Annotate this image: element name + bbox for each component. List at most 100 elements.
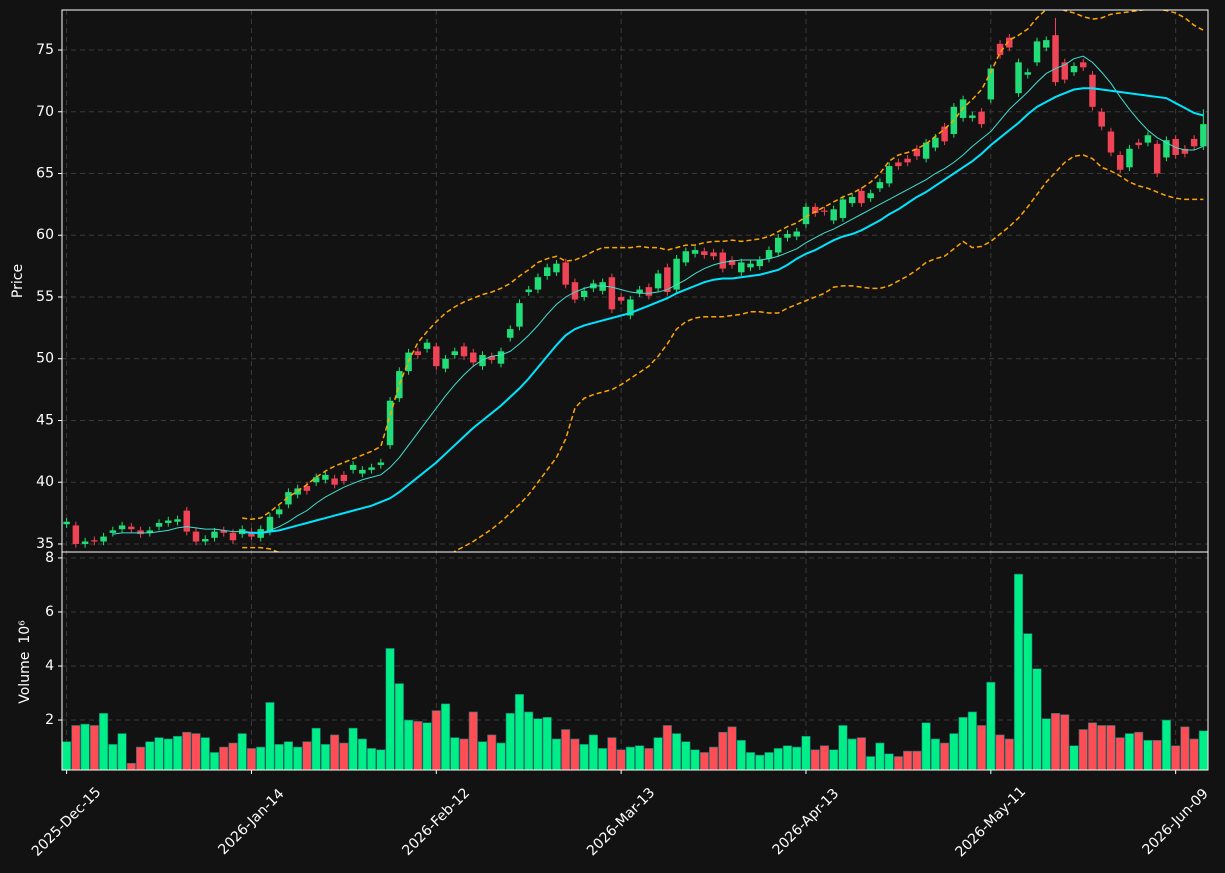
volume-bar <box>89 725 99 770</box>
volume-bar <box>681 741 691 770</box>
volume-bar <box>293 746 303 770</box>
volume-bar <box>949 733 959 770</box>
candle-body <box>1181 148 1189 154</box>
candle-body <box>941 126 948 142</box>
y-tick-label: 70 <box>36 104 54 120</box>
y-tick-label: 75 <box>36 42 54 58</box>
candle-body <box>543 267 551 276</box>
candle-body <box>617 296 625 301</box>
y-tick-label: 45 <box>36 412 54 428</box>
candle-body <box>922 142 930 159</box>
volume-bar <box>228 742 238 770</box>
volume-bar <box>80 723 90 770</box>
volume-bar <box>1143 739 1153 770</box>
volume-bar <box>875 742 885 770</box>
volume-bar <box>792 746 802 770</box>
candle-body <box>479 355 486 367</box>
volume-bar <box>302 741 312 770</box>
candle-body <box>211 531 218 538</box>
volume-bar <box>570 738 580 770</box>
volume-bar <box>154 737 164 770</box>
volume-bar <box>718 731 728 770</box>
volume-bar <box>265 702 275 770</box>
volume-bar <box>237 733 247 770</box>
volume-bar <box>727 726 737 770</box>
volume-bar <box>367 748 377 770</box>
candle-body <box>562 262 569 285</box>
candle-body <box>673 258 680 290</box>
volume-bar <box>496 742 506 770</box>
candle-body <box>266 516 274 532</box>
candle-body <box>599 282 606 291</box>
volume-bar <box>126 762 136 770</box>
y-tick-label: 35 <box>36 536 54 552</box>
price-frame <box>61 9 1209 553</box>
volume-bar <box>524 711 534 770</box>
volume-bar <box>1087 722 1098 770</box>
volume-bar <box>1134 731 1144 770</box>
candle-body <box>470 352 477 363</box>
candle-body <box>248 531 255 537</box>
candle-body <box>229 532 237 541</box>
volume-bar <box>283 741 293 770</box>
candle-body <box>192 531 200 542</box>
overlay-line <box>242 87 1204 534</box>
volume-bar <box>311 727 321 770</box>
candle-body <box>118 525 126 530</box>
candle-body <box>359 469 366 474</box>
volume-bar <box>588 734 598 770</box>
volume-bar <box>320 744 330 770</box>
volume-bar <box>755 754 765 770</box>
candle-body <box>442 358 449 369</box>
volume-bar <box>644 748 654 770</box>
candle-body <box>137 530 144 535</box>
volume-bar <box>1115 737 1125 770</box>
candle-body <box>701 251 708 256</box>
candle-body <box>165 520 172 523</box>
candle-body <box>1089 74 1096 107</box>
candle-body <box>1200 124 1207 147</box>
candle-body <box>322 474 329 480</box>
volume-bar <box>782 745 793 770</box>
candle-body <box>275 509 283 515</box>
candle-body <box>414 351 422 356</box>
volume-bar <box>1189 738 1199 770</box>
volume-bar <box>672 733 682 770</box>
candle-body <box>867 193 874 199</box>
candle-body <box>969 115 976 118</box>
candle-body <box>1052 35 1059 83</box>
candle-body <box>525 289 532 293</box>
x-tick-label: 2026-Mar-13 <box>584 785 658 859</box>
candle-body <box>636 289 643 294</box>
volume-bar <box>117 733 127 770</box>
candle-body <box>386 400 394 446</box>
candle-body <box>368 467 375 470</box>
candle-body <box>340 474 348 481</box>
volume-bar <box>967 711 977 770</box>
volume-bar <box>1106 725 1116 770</box>
candle-body <box>654 273 662 289</box>
volume-bar <box>829 749 839 770</box>
candle-body <box>488 356 495 360</box>
candle-body <box>691 250 699 254</box>
candle-body <box>1098 111 1105 127</box>
x-tick-label: 2025-Dec-15 <box>29 784 104 859</box>
candle-body <box>1163 140 1170 158</box>
volume-bar <box>385 648 395 770</box>
x-tick-label: 2026-Jan-14 <box>215 786 287 858</box>
candle-body <box>331 478 338 485</box>
candle-body <box>1172 138 1179 155</box>
volume-bar <box>394 683 404 770</box>
y-tick-label: 40 <box>36 474 54 490</box>
y-tick-label: 4 <box>45 658 54 674</box>
candle-body <box>719 252 727 269</box>
x-tick-label: 2026-Jun-09 <box>1140 786 1212 858</box>
candle-body <box>1116 154 1124 170</box>
volume-bar <box>847 738 857 770</box>
volume-bar <box>182 731 192 770</box>
volume-bar <box>62 741 72 770</box>
volume-bar <box>468 711 478 770</box>
candle-body <box>1126 148 1133 168</box>
volume-bar <box>977 725 987 770</box>
y-tick-label: 55 <box>36 289 54 305</box>
